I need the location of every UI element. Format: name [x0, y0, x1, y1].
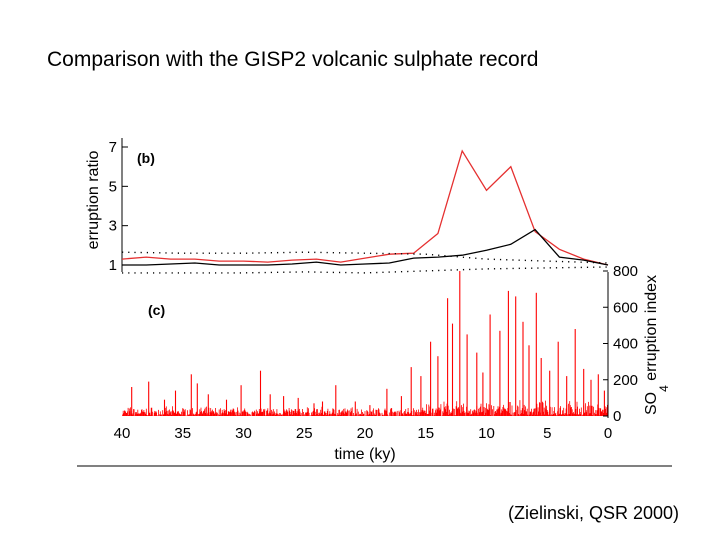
- panel-c-ytick-label: 400: [613, 336, 638, 353]
- x-tick-label: 0: [604, 425, 612, 442]
- panel-b-series-line-2: [122, 228, 609, 266]
- panel-b-ytick-label: 1: [109, 257, 117, 274]
- so-subscript: 4: [657, 385, 671, 392]
- panel-c-ytick-label: 600: [613, 299, 638, 316]
- x-axis-title: time (ky): [334, 446, 395, 463]
- panel-b-series-line-1: [121, 149, 609, 266]
- panel-b-series-line-4: [122, 266, 609, 274]
- panel-b-label: (b): [137, 150, 155, 166]
- panel-c-y-axis-title: SO4 erruption index: [643, 275, 671, 415]
- panel-b-ytick-label: 5: [109, 178, 117, 195]
- eruption-index-label: erruption index: [643, 275, 660, 385]
- x-tick-label: 20: [357, 425, 374, 442]
- x-tick-label: 10: [478, 425, 495, 442]
- panel-c-sulphate-index: 0 200 400 600 800 40 35 30 25 20 15 10 5 0 (c) SO4 e…: [114, 263, 671, 463]
- x-tick-label: 30: [235, 425, 252, 442]
- panel-c-ytick-label: 200: [613, 372, 638, 389]
- panel-b-y-axis-title: erruption ratio: [85, 151, 102, 250]
- citation: (Zielinski, QSR 2000): [508, 503, 680, 523]
- x-tick-label: 35: [174, 425, 191, 442]
- panel-c-ytick-label: 800: [613, 263, 638, 280]
- panel-b-ytick-label: 3: [109, 218, 117, 235]
- panel-c-label: (c): [148, 302, 165, 318]
- x-tick-label: 15: [417, 425, 434, 442]
- panel-b-ytick-label: 7: [109, 139, 117, 156]
- so-label: SO: [643, 392, 660, 415]
- panel-b-series-line-3: [121, 251, 609, 264]
- slide-title: Comparison with the GISP2 volcanic sulph…: [47, 48, 539, 71]
- x-tick-label: 40: [114, 425, 131, 442]
- panel-b-eruption-ratio: 1 3 5 7 (b) erruption ratio: [85, 138, 609, 274]
- panel-c-ytick-label: 0: [613, 408, 621, 425]
- x-tick-label: 25: [296, 425, 313, 442]
- x-tick-label: 5: [543, 425, 551, 442]
